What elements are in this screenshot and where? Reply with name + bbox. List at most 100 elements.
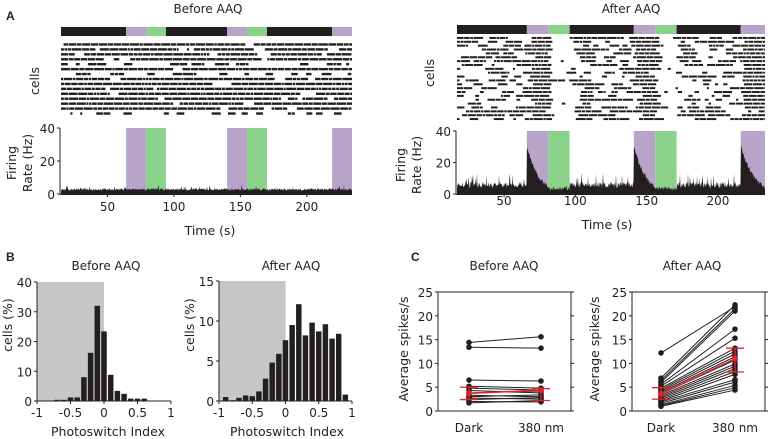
spike-train-segment: [141, 82, 145, 86]
negative-index-shading: [219, 281, 286, 401]
protocol-segment-380nm: [740, 25, 765, 34]
spike-train-segment: [330, 107, 340, 110]
spike-train-segment: [747, 71, 754, 74]
spike-train-segment: [611, 106, 617, 109]
spike-train-segment: [191, 87, 197, 91]
spike-train-segment: [284, 43, 294, 46]
spike-train-segment: [606, 60, 612, 63]
spike-train-segment: [184, 77, 194, 81]
spike-train-segment: [197, 107, 206, 110]
spike-train-segment: [651, 44, 661, 47]
spike-train-segment: [194, 102, 203, 105]
spike-train-segment: [278, 97, 281, 100]
spike-train-segment: [620, 36, 624, 39]
spike-train-segment: [582, 102, 587, 105]
spike-train-segment: [78, 82, 84, 86]
spike-train-segment: [214, 92, 220, 95]
spike-train-segment: [473, 36, 484, 39]
spike-train-segment: [99, 48, 109, 51]
histogram-bar: [121, 393, 127, 401]
spike-train-segment: [495, 67, 504, 70]
spike-train-segment: [63, 43, 68, 46]
firing-rate-trace: [457, 144, 765, 194]
spike-train-segment: [333, 63, 336, 66]
spike-train-segment: [543, 83, 552, 86]
spike-train-segment: [107, 92, 110, 95]
spike-train-segment: [237, 58, 247, 61]
spike-train-segment: [545, 98, 554, 101]
spike-train-segment: [707, 75, 717, 78]
spike-train-segment: [475, 98, 479, 101]
spike-train-segment: [141, 48, 150, 51]
spike-train-segment: [318, 43, 328, 46]
spike-train-segment: [89, 97, 99, 100]
spike-train-segment: [573, 36, 584, 39]
spike-train-segment: [561, 102, 566, 105]
spike-train-segment: [514, 75, 522, 78]
cell-pair-line: [660, 381, 736, 404]
spike-train-segment: [214, 43, 217, 46]
spike-train-segment: [61, 67, 70, 71]
spike-train-segment: [740, 60, 743, 63]
spike-train-segment: [167, 48, 173, 51]
spike-train-segment: [501, 56, 511, 59]
spike-train-segment: [709, 48, 718, 51]
y-tick-label: 10: [17, 365, 32, 379]
spike-train-segment: [702, 79, 712, 82]
spike-train-segment: [119, 48, 128, 51]
cell-pair-line: [660, 350, 736, 391]
spike-train-segment: [692, 36, 699, 39]
spike-train-segment: [270, 97, 273, 100]
spike-train-segment: [610, 98, 618, 101]
spike-train-segment: [461, 60, 471, 63]
spike-train-segment: [597, 114, 608, 117]
spike-train-segment: [635, 71, 640, 74]
spike-train-segment: [694, 40, 700, 43]
spike-train-segment: [461, 114, 468, 117]
spike-train-segment: [86, 102, 89, 105]
spike-train-segment: [325, 92, 330, 95]
spike-train-segment: [64, 97, 69, 100]
light-epoch-shading: [332, 128, 352, 194]
spike-train-segment: [238, 67, 243, 71]
spike-train-segment: [601, 75, 608, 78]
spike-train-segment: [94, 67, 105, 71]
spike-train-segment: [457, 36, 464, 39]
spike-train-segment: [127, 48, 130, 51]
spike-train-segment: [200, 87, 205, 91]
spike-train-segment: [713, 44, 716, 47]
spike-train-segment: [176, 48, 179, 51]
spike-train-segment: [461, 91, 466, 94]
spike-train-segment: [590, 91, 593, 94]
x-tick-label: 50: [496, 194, 511, 208]
spike-train-segment: [316, 53, 322, 56]
spike-train-segment: [531, 60, 537, 63]
histogram-bar: [256, 391, 262, 401]
x-tick-label: 100: [564, 194, 587, 208]
spike-train-segment: [535, 56, 544, 59]
spike-train-segment: [743, 60, 750, 63]
spike-train-segment: [328, 43, 337, 46]
histogram-bar: [269, 362, 275, 401]
spike-train-segment: [524, 48, 532, 51]
spike-train-segment: [496, 48, 500, 51]
spike-train-segment: [649, 75, 655, 78]
spike-train-segment: [504, 60, 512, 63]
spike-train-segment: [254, 53, 258, 56]
spike-train-segment: [731, 52, 738, 55]
spike-train-segment: [618, 83, 623, 86]
spike-train-segment: [757, 94, 764, 97]
spike-train-segment: [524, 44, 532, 47]
spike-train-segment: [514, 44, 521, 47]
spike-train-segment: [614, 91, 618, 94]
spike-train-segment: [237, 107, 244, 110]
spike-train-segment: [744, 83, 753, 86]
spike-train-segment: [68, 92, 78, 95]
spike-train-segment: [118, 92, 128, 95]
spike-train-segment: [328, 87, 332, 91]
spike-train-segment: [629, 79, 640, 82]
spike-train-segment: [222, 97, 232, 100]
spike-train-segment: [313, 97, 324, 100]
mean-point: [658, 390, 664, 397]
spike-train-segment: [155, 97, 158, 100]
